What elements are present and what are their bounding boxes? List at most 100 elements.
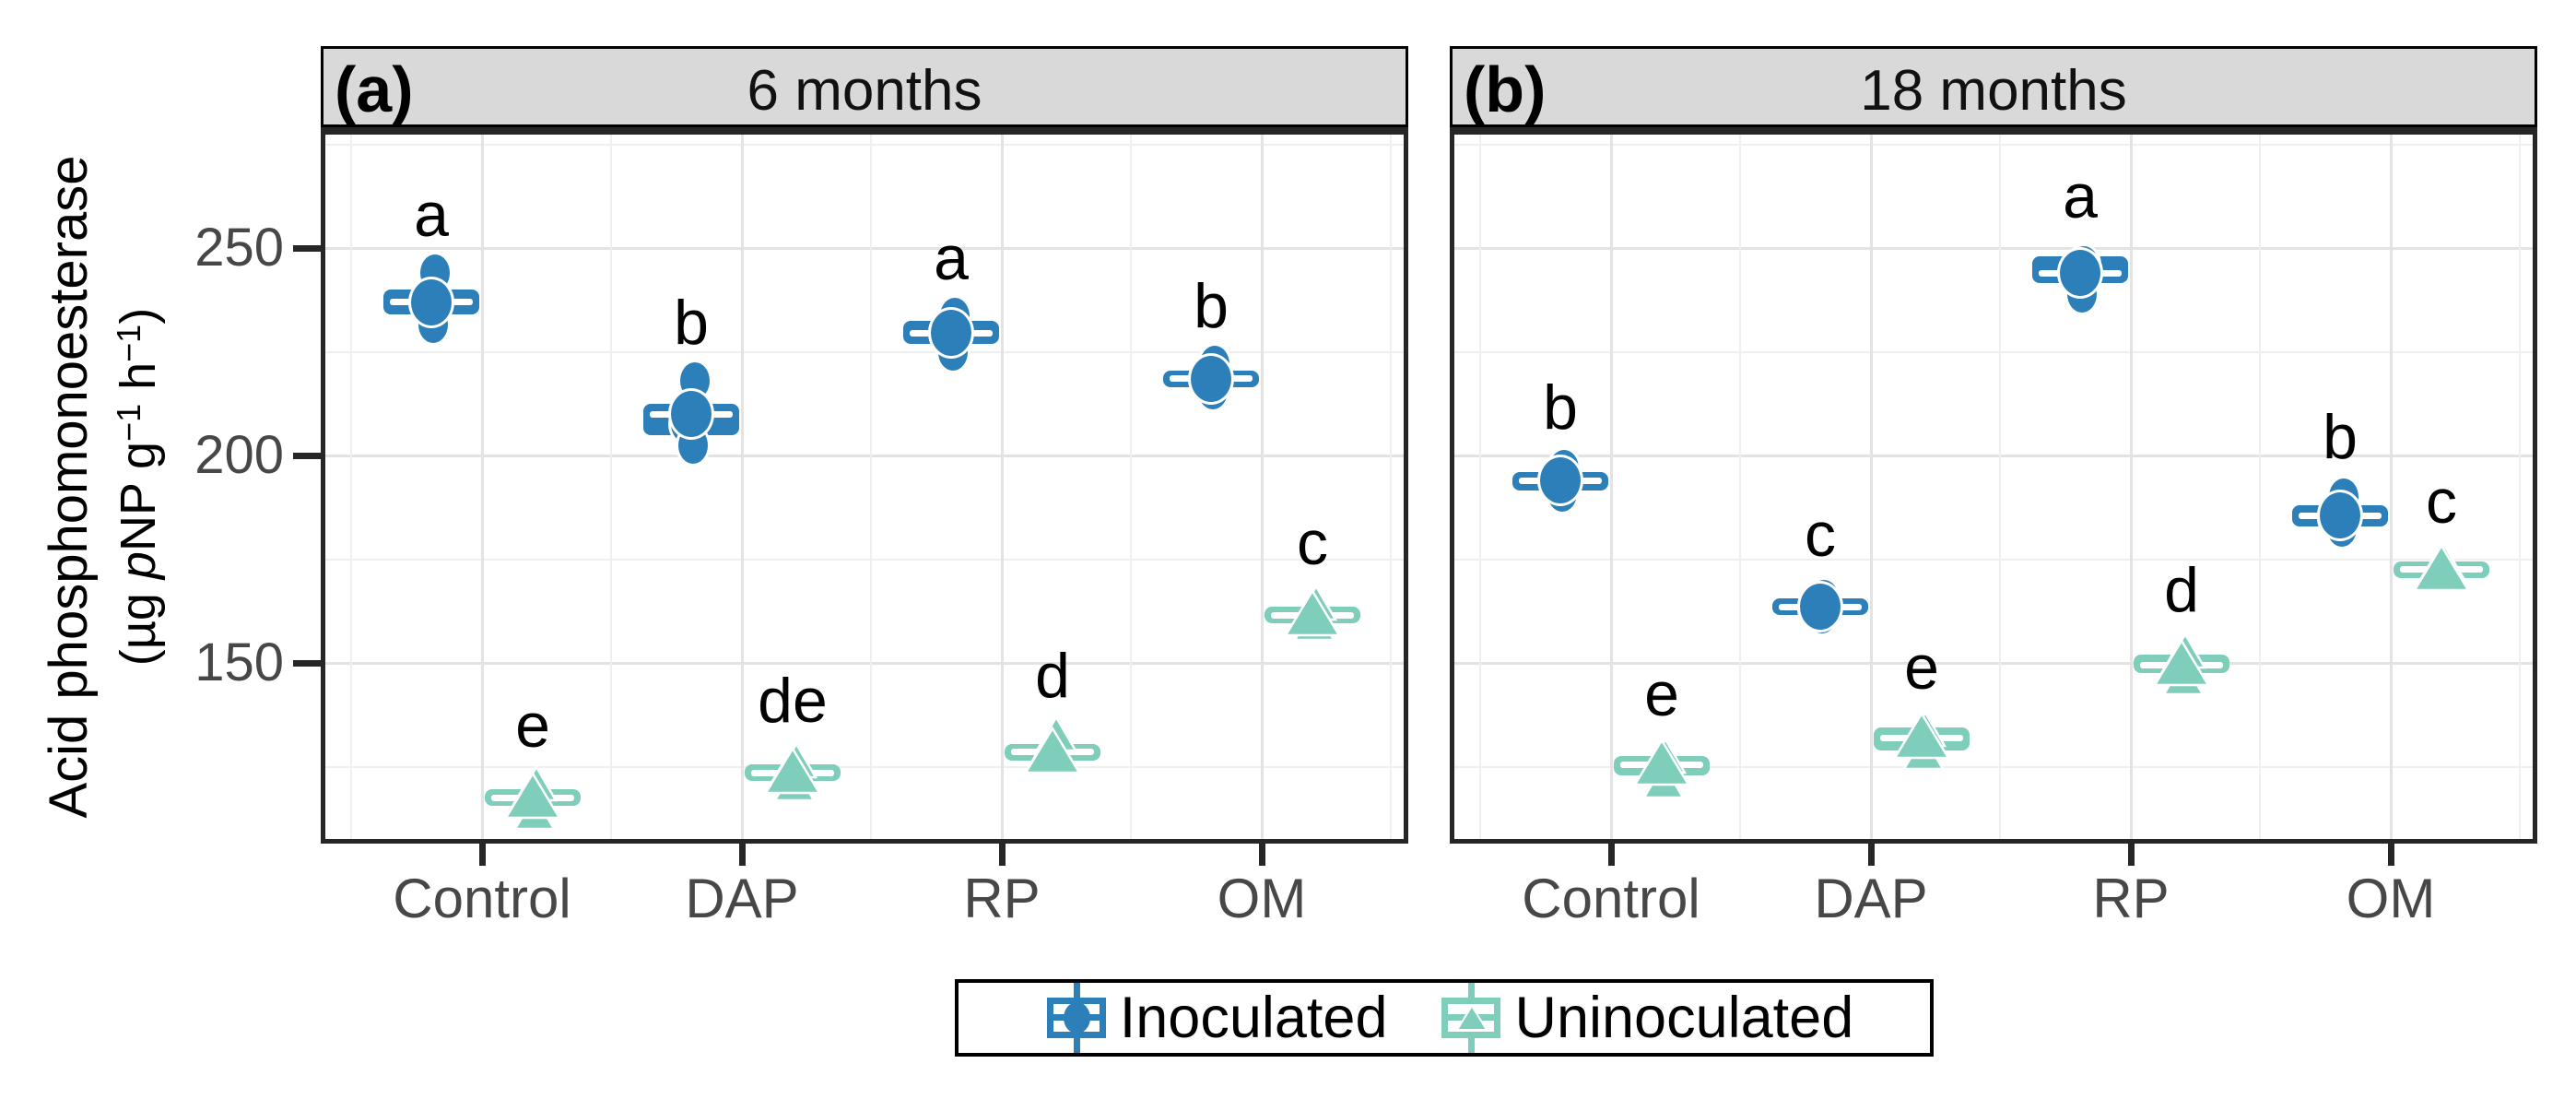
x-tick-label-Control-0: Control	[393, 868, 571, 929]
median-marker-circle-6-months-om-inoculated	[1188, 352, 1234, 405]
gridline-y-minor-225	[325, 350, 1404, 353]
uninoculated-boxplot-glyph-icon	[1429, 983, 1514, 1053]
gridline-x-RP	[2129, 135, 2133, 839]
gridline-x-minor-3	[1130, 135, 1132, 839]
median-marker-circle-6-months-rp-inoculated	[928, 307, 974, 360]
gridline-x-RP	[1000, 135, 1004, 839]
gridline-x-minor-3	[2259, 135, 2261, 839]
median-marker-circle-6-months-dap-inoculated	[668, 388, 714, 440]
panel-a-tag: (a)	[335, 53, 414, 125]
gridline-x-minor-0	[1479, 135, 1481, 839]
gridline-y-minor-225	[1454, 350, 2533, 353]
x-tick-mark-OM-1	[2387, 844, 2394, 866]
x-tick-label-DAP-1: DAP	[1814, 868, 1928, 929]
median-marker-circle-18-months-om-inoculated	[2317, 490, 2363, 542]
y-axis-unit-segment: h	[111, 361, 166, 404]
y-tick-mark-250	[293, 244, 321, 252]
significance-letter-6-months-om-inoculated: b	[1194, 271, 1229, 341]
significance-letter-18-months-dap-uninoculated: e	[1904, 632, 1939, 703]
gridline-x-minor-4	[1390, 135, 1392, 839]
panel-a-title: 6 months	[747, 59, 982, 123]
x-tick-label-OM-0: OM	[1217, 868, 1307, 929]
y-axis-unit-segment: −1	[110, 324, 147, 362]
median-marker-triangle-18-months-om-uninoculated	[2413, 543, 2470, 591]
y-tick-label-200: 200	[194, 425, 284, 485]
gridline-y-minor-125	[1454, 765, 2533, 768]
gridline-y-major-250	[1454, 246, 2533, 250]
significance-letter-6-months-dap-uninoculated: de	[758, 665, 828, 736]
median-marker-triangle-6-months-rp-uninoculated	[1024, 726, 1081, 774]
gridline-y-major-250	[325, 246, 1404, 250]
median-marker-triangle-18-months-dap-uninoculated	[1893, 712, 1950, 760]
gridline-x-Control	[480, 135, 484, 839]
legend-label-uninoculated: Uninoculated	[1514, 986, 1854, 1050]
significance-letter-6-months-om-uninoculated: c	[1297, 507, 1328, 578]
median-marker-triangle-18-months-rp-uninoculated	[2153, 639, 2210, 687]
median-marker-circle-18-months-control-inoculated	[1537, 455, 1583, 506]
gridline-y-major-200	[1454, 454, 2533, 457]
median-marker-triangle-18-months-control-uninoculated	[1633, 739, 1690, 786]
legend-label-inoculated: Inoculated	[1119, 986, 1388, 1050]
gridline-x-DAP	[740, 135, 744, 839]
x-tick-mark-Control-0	[478, 844, 486, 866]
gridline-y-minor-275	[1454, 143, 2533, 146]
legend-item-uninoculated: Uninoculated	[1429, 983, 1854, 1053]
gridline-y-minor-125	[325, 765, 1404, 768]
x-tick-mark-Control-1	[1607, 844, 1615, 866]
gridline-y-minor-175	[325, 558, 1404, 561]
y-axis-unit-segment: )	[111, 307, 166, 325]
x-tick-mark-OM-0	[1258, 844, 1265, 866]
significance-letter-18-months-om-uninoculated: c	[2426, 466, 2457, 537]
y-tick-label-250: 250	[194, 218, 284, 278]
y-axis-title-line1: Acid phosphomonoesterase	[39, 155, 99, 819]
x-tick-mark-RP-0	[998, 844, 1006, 866]
gridline-x-minor-4	[2519, 135, 2521, 839]
gridline-y-minor-275	[325, 143, 1404, 146]
y-tick-mark-200	[293, 452, 321, 459]
gridline-y-minor-175	[1454, 558, 2533, 561]
significance-letter-6-months-rp-inoculated: a	[934, 223, 969, 294]
significance-letter-6-months-control-uninoculated: e	[515, 690, 550, 761]
median-marker-circle-6-months-control-inoculated	[408, 276, 454, 328]
panel-b-tag: (b)	[1464, 53, 1547, 125]
x-tick-label-OM-1: OM	[2346, 868, 2436, 929]
legend-item-inoculated: Inoculated	[1035, 983, 1388, 1053]
x-tick-mark-DAP-0	[738, 844, 746, 866]
gridline-x-Control	[1609, 135, 1613, 839]
median-marker-triangle-6-months-dap-uninoculated	[764, 747, 821, 795]
significance-letter-18-months-om-inoculated: b	[2323, 401, 2358, 472]
legend: Inoculated Uninoculated	[955, 979, 1934, 1057]
gridline-y-major-150	[325, 661, 1404, 665]
x-tick-label-DAP-0: DAP	[685, 868, 799, 929]
median-marker-triangle-6-months-om-uninoculated	[1284, 589, 1341, 637]
gridline-y-major-150	[1454, 661, 2533, 665]
x-tick-mark-DAP-1	[1867, 844, 1875, 866]
significance-letter-18-months-rp-inoculated: a	[2063, 160, 2098, 231]
panel-a-plot-area: a b a b e de d c	[321, 127, 1408, 844]
inoculated-boxplot-glyph-icon	[1035, 983, 1120, 1053]
significance-letter-18-months-control-uninoculated: e	[1644, 658, 1679, 729]
panel-b-title: 18 months	[1860, 59, 2127, 123]
significance-letter-18-months-control-inoculated: b	[1543, 372, 1578, 443]
median-marker-circle-18-months-dap-inoculated	[1797, 581, 1843, 633]
significance-letter-18-months-rp-uninoculated: d	[2164, 555, 2199, 626]
significance-letter-6-months-control-inoculated: a	[414, 180, 449, 250]
gridline-x-minor-2	[1999, 135, 2001, 839]
x-tick-mark-RP-1	[2127, 844, 2135, 866]
significance-letter-6-months-rp-uninoculated: d	[1035, 640, 1070, 711]
x-tick-label-RP-0: RP	[963, 868, 1041, 929]
y-tick-mark-150	[293, 659, 321, 667]
significance-letter-18-months-dap-inoculated: c	[1805, 499, 1836, 570]
median-marker-triangle-6-months-control-uninoculated	[504, 772, 561, 820]
gridline-x-minor-1	[610, 135, 612, 839]
significance-letter-6-months-dap-inoculated: b	[674, 288, 709, 358]
median-marker-circle-18-months-rp-inoculated	[2057, 247, 2103, 299]
gridline-x-OM	[2389, 135, 2393, 839]
y-axis-unit-segment: p	[111, 551, 166, 580]
gridline-x-minor-0	[350, 135, 352, 839]
panel-a-header: (a) 6 months	[321, 46, 1408, 127]
gridline-x-DAP	[1869, 135, 1873, 839]
x-tick-label-RP-1: RP	[2092, 868, 2170, 929]
